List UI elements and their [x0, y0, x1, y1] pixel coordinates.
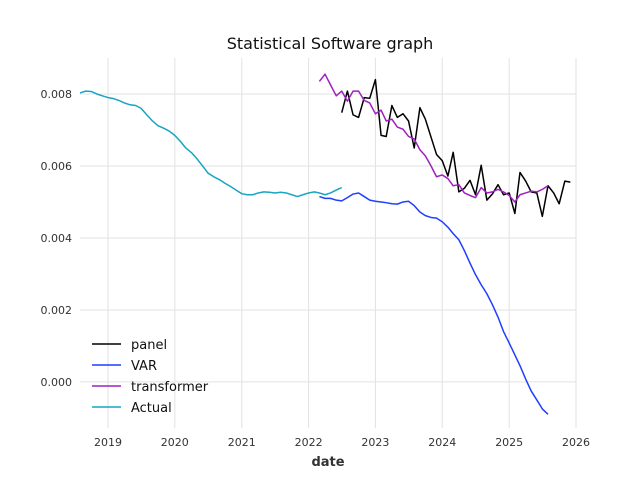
x-tick-label: 2026 [562, 436, 590, 449]
series-line-transformer [318, 73, 549, 203]
series-layer [79, 73, 571, 415]
y-tick-label: 0.002 [41, 304, 73, 317]
legend-label-transformer: transformer [131, 380, 209, 395]
y-tick-label: 0.006 [41, 160, 73, 173]
series-line-var [319, 192, 549, 415]
y-tick-label: 0.004 [41, 232, 73, 245]
x-tick-label: 2021 [228, 436, 256, 449]
x-axis-label: date [311, 455, 344, 470]
legend-label-actual: Actual [131, 401, 172, 416]
legend-label-panel: panel [131, 338, 167, 353]
x-tick-label: 2025 [495, 436, 523, 449]
gridlines [80, 58, 577, 428]
y-tick-label: 0.000 [41, 376, 73, 389]
x-tick-label: 2023 [361, 436, 389, 449]
x-tick-label: 2019 [94, 436, 122, 449]
x-tick-label: 2024 [428, 436, 456, 449]
series-line-actual [79, 90, 343, 198]
legend-label-var: VAR [131, 359, 157, 374]
x-tick-label: 2020 [161, 436, 189, 449]
x-tick-label: 2022 [295, 436, 323, 449]
x-tick-labels: 2019 2020 2021 2022 2023 2024 2025 2026 [94, 436, 590, 449]
y-tick-labels: 0.000 0.002 0.004 0.006 0.008 [41, 88, 73, 389]
y-tick-label: 0.008 [41, 88, 73, 101]
legend: panel VAR transformer Actual [92, 338, 209, 416]
chart-title: Statistical Software graph [227, 34, 434, 53]
series-line-panel [341, 78, 571, 218]
